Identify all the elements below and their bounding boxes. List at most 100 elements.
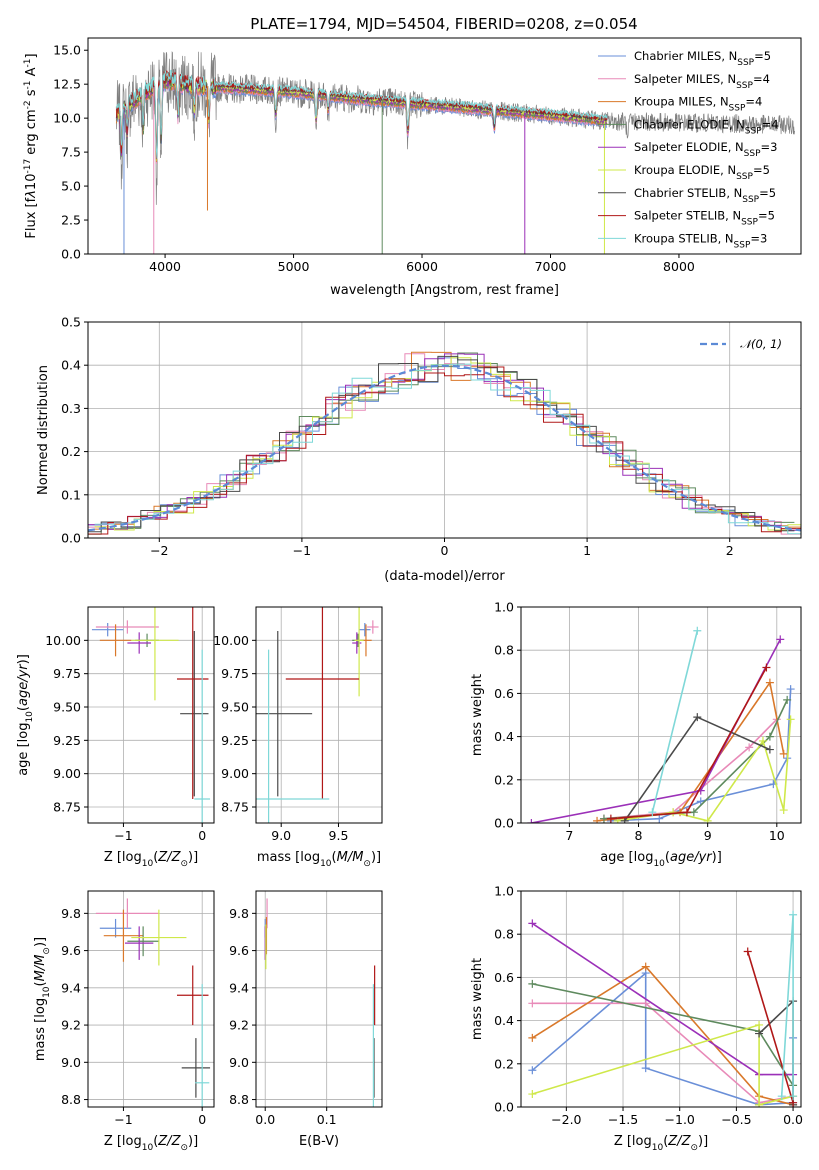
mass-weight-marker — [655, 814, 664, 823]
y-tick-label: 9.75 — [53, 666, 81, 681]
x-tick-label: 0 — [198, 1112, 206, 1127]
mass-weight-line — [532, 1002, 794, 1104]
x-tick-label: 9.5 — [329, 828, 349, 843]
mass-weight-marker — [693, 626, 702, 635]
y-tick-label: 0.5 — [61, 315, 81, 330]
spectrum-legend: Chabrier MILES, NSSP=5 Salpeter MILES, NS… — [598, 49, 779, 250]
mass-weight-line — [532, 1023, 794, 1106]
plot-area — [528, 910, 798, 1107]
mass-weight-marker — [755, 1029, 764, 1038]
x-tick-label: −1 — [114, 828, 132, 843]
x-tick-label: −1.5 — [608, 1112, 638, 1127]
mass-weight-marker — [765, 678, 774, 687]
mass-weight-marker — [641, 962, 650, 971]
age-vs-mass-panel: 9.0 9.5 8.75 9.00 9.25 9.50 9.75 10.00 mass [log… — [213, 606, 383, 869]
x-tick-label: 0.0 — [255, 1112, 275, 1127]
legend-entry: Chabrier STELIB, NSSP=5 — [634, 186, 776, 205]
mass-vs-extinction-panel: 0.0 0.1 8.8 9.0 9.2 9.4 9.6 9.8 E(B-V) — [229, 890, 383, 1149]
mass-weight-marker — [765, 732, 774, 741]
mass-weight-marker — [693, 713, 702, 722]
y-tick-label: 0.2 — [494, 1056, 514, 1071]
x-tick-label: −2 — [150, 543, 168, 558]
residual-histogram-step — [94, 351, 801, 530]
mass-weight-marker — [528, 919, 537, 928]
mass-weight-line — [624, 716, 771, 822]
x-tick-label: 0.0 — [783, 1112, 803, 1127]
mass-weight-marker — [689, 808, 698, 817]
grid — [88, 607, 214, 823]
plot-area — [95, 898, 211, 1107]
x-tick-label: 0.1 — [317, 1112, 337, 1127]
x-tick-label: 9.0 — [271, 828, 291, 843]
mass-weight-marker — [779, 749, 788, 758]
y-tick-label: 1.0 — [494, 884, 514, 899]
mass-weight-marker — [669, 808, 678, 817]
y-tick-label: 0.3 — [61, 401, 81, 416]
mass-weight-marker — [703, 816, 712, 823]
y-tick-label: 9.8 — [229, 906, 249, 921]
y-tick-label: 9.0 — [229, 1055, 249, 1070]
y-tick-label: 9.6 — [229, 943, 249, 958]
mass-weight-marker — [755, 1100, 764, 1107]
mass-weight-marker — [606, 814, 615, 823]
y-tick-label: 0.4 — [494, 1013, 514, 1028]
x-axis-label: (data-model)/error — [384, 569, 505, 584]
mass-weight-line — [532, 983, 794, 1086]
y-tick-label: 0.0 — [61, 247, 81, 262]
mass-weight-vs-age-panel: 7 8 9 10 0.0 0.2 0.4 0.6 0.8 1.0 age [log10(age/yr… — [470, 600, 802, 869]
mass-weight-marker — [599, 814, 608, 823]
mass-weight-line — [651, 630, 699, 813]
y-tick-label: 0.8 — [494, 927, 514, 942]
mass-weight-marker — [528, 1090, 537, 1099]
mass-weight-line — [746, 951, 794, 1103]
axes-frame — [520, 606, 802, 824]
y-tick-label: 5.0 — [61, 179, 81, 194]
y-tick-label: 9.8 — [61, 906, 81, 921]
plot-area — [527, 626, 795, 823]
plot-area — [91, 607, 211, 823]
y-tick-label: 9.4 — [229, 980, 249, 995]
residual-histogram-step — [88, 355, 795, 533]
x-axis-label: mass [log10(M/M⊙)] — [257, 850, 381, 869]
grid — [256, 891, 382, 1107]
y-tick-label: 8.75 — [221, 800, 249, 815]
y-tick-label: 15.0 — [53, 43, 81, 58]
y-tick-label: 10.00 — [213, 633, 249, 648]
mass-weight-marker — [743, 947, 752, 956]
y-tick-label: 10.00 — [45, 633, 81, 648]
axes-frame — [520, 890, 802, 1108]
mass-weight-marker — [528, 1066, 537, 1075]
model-spectrum-line — [115, 69, 608, 159]
y-tick-label: 9.75 — [221, 666, 249, 681]
mass-weight-line — [531, 922, 794, 1076]
y-tick-label: 9.2 — [229, 1018, 249, 1033]
normal-reference-curve — [88, 364, 801, 532]
x-tick-label: 4000 — [149, 259, 181, 274]
mass-weight-marker — [783, 695, 792, 704]
legend-entry: Chabrier MILES, NSSP=5 — [634, 49, 771, 68]
legend-entry: Kroupa ELODIE, NSSP=5 — [634, 163, 770, 182]
y-tick-label: 0.4 — [61, 358, 81, 373]
y-tick-label: 0.8 — [494, 643, 514, 658]
x-tick-label: −0.5 — [721, 1112, 751, 1127]
spectrum-panel: 4000 5000 6000 7000 8000 0.0 2.5 5.0 7.5 10.0 12.5… — [23, 37, 802, 298]
x-tick-label: 9 — [704, 828, 712, 843]
y-axis-label: mass weight — [470, 674, 485, 756]
y-tick-label: 8.8 — [61, 1092, 81, 1107]
grid — [521, 606, 801, 824]
x-tick-label: 7000 — [535, 259, 567, 274]
legend-entry: Kroupa STELIB, NSSP=3 — [634, 231, 767, 250]
grid — [88, 891, 214, 1107]
y-axis-label: Normed distribution — [36, 365, 51, 495]
x-tick-label: 8 — [635, 828, 643, 843]
x-tick-label: 7 — [565, 828, 573, 843]
x-axis-label: wavelength [Angstrom, rest frame] — [330, 283, 559, 298]
x-axis-label: Z [log10(Z/Z⊙)] — [104, 850, 198, 869]
y-tick-label: 7.5 — [61, 145, 81, 160]
y-tick-label: 9.50 — [221, 700, 249, 715]
legend-entry: Salpeter ELODIE, NSSP=3 — [634, 140, 777, 159]
mass-vs-metallicity-panel: −1 0 8.8 9.0 9.2 9.4 9.6 9.8 Z [log10(Z/Z⊙)] mass… — [33, 890, 215, 1153]
y-tick-label: 0.4 — [494, 729, 514, 744]
y-tick-label: 0.2 — [494, 772, 514, 787]
x-axis-label: E(B-V) — [299, 1134, 339, 1149]
